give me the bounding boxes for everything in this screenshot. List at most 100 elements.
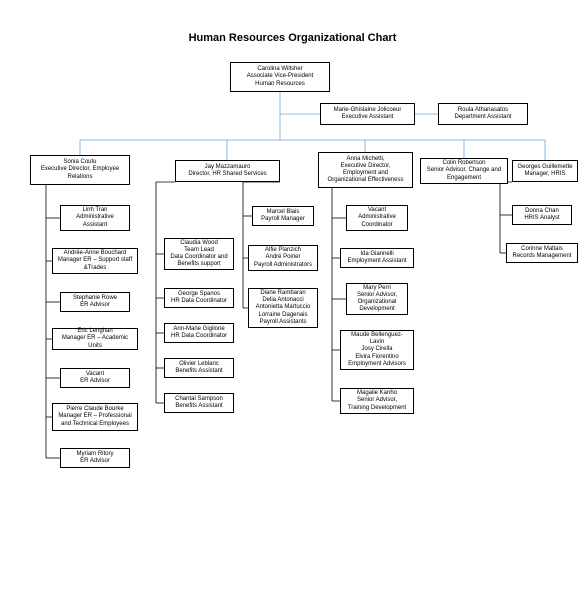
org-node-line: Manager ER – Professional xyxy=(58,413,131,420)
org-node-line: Benefits support xyxy=(177,261,220,268)
org-node-c5a: Donna ChanHRIS Analyst xyxy=(512,205,572,225)
org-node-c1f: Pierre Claude BourkeManager ER – Profess… xyxy=(52,403,138,431)
org-node-line: Associate Vice-President xyxy=(247,73,314,80)
org-node-c5b: Corinne MaltaisRecords Management xyxy=(506,243,578,263)
org-node-line: Director, HR Shared Services xyxy=(188,171,266,178)
org-node-line: Claudia Wood xyxy=(180,240,218,247)
org-node-c3d: Maude Bellenguez-LavinJosy CirellaElvira… xyxy=(340,330,414,370)
org-node-line: Data Coordinator and xyxy=(170,254,227,261)
org-node-line: Payroll Manager xyxy=(261,216,305,223)
org-node-line: Manager ER – Academic Units xyxy=(56,335,134,349)
org-node-line: Employment Assistant xyxy=(347,258,406,265)
org-node-c2b: George SpanosHR Data Coordinator xyxy=(164,288,234,308)
org-node-line: Executive Director, xyxy=(340,163,390,170)
org-node-line: Mary Perri xyxy=(363,285,391,292)
org-node-line: Team Lead xyxy=(184,247,214,254)
org-node-line: Coordinator xyxy=(361,222,392,229)
org-node-line: Andrée-Anne Bouchard xyxy=(64,250,127,257)
org-node-line: Josy Cirella xyxy=(361,346,392,353)
org-node-line: Eric Lenghan xyxy=(77,328,112,335)
org-node-line: Employment Advisors xyxy=(348,361,406,368)
org-node-line: ER Advisor xyxy=(80,302,110,309)
org-node-line: Diane Rambaran xyxy=(260,290,305,297)
org-node-root: Carolina WillsherAssociate Vice-Presiden… xyxy=(230,62,330,92)
org-node-line: Vacant xyxy=(368,207,386,214)
chart-title: Human Resources Organizational Chart xyxy=(0,32,585,44)
org-node-line: Administrative xyxy=(76,214,114,221)
org-node-line: Executive Assistant xyxy=(342,114,394,121)
org-node-c2d: Olivier LeblancBenefits Assistant xyxy=(164,358,234,378)
org-node-line: George Spanos xyxy=(178,291,220,298)
org-node-line: Linh Tran xyxy=(82,207,107,214)
org-node-c3b: Ida GiannelliEmployment Assistant xyxy=(340,248,414,268)
org-node-c2e: Chantal SampsonBenefits Assistant xyxy=(164,393,234,413)
org-node-line: Senior Advisor, xyxy=(357,292,397,299)
org-node-line: Alfie Planzich xyxy=(265,247,301,254)
org-node-line: Marie-Ghislaine Jolicoeur xyxy=(334,107,402,114)
org-node-line: Employment and xyxy=(343,170,388,177)
org-node-line: Georges Guillemette xyxy=(517,164,572,171)
org-node-line: Organizational Effectiveness xyxy=(328,177,404,184)
org-node-line: Lorraine Dagenais xyxy=(258,312,307,319)
org-node-line: Ida Giannelli xyxy=(360,251,393,258)
org-node-line: Maude Bellenguez- xyxy=(351,332,403,339)
org-node-line: HR Data Coordinator xyxy=(171,333,227,340)
org-node-line: Antonietta Martuccio xyxy=(256,304,311,311)
org-node-line: Sonia Coutu xyxy=(63,159,96,166)
org-node-line: HR Data Coordinator xyxy=(171,298,227,305)
org-node-line: Magalie Kanho xyxy=(357,390,397,397)
org-node-d3: Anna Michetti,Executive Director,Employm… xyxy=(318,152,413,188)
org-node-line: Anna Michetti, xyxy=(346,156,384,163)
org-node-line: Assistant xyxy=(83,222,107,229)
org-node-line: and Technical Employees xyxy=(61,421,129,428)
org-node-line: Lavin xyxy=(370,339,384,346)
org-node-line: Manager ER – Support staff xyxy=(58,257,132,264)
org-node-d4: Colin RobertsonSenior Advisor, Change an… xyxy=(420,158,508,184)
org-node-line: Administrative xyxy=(358,214,396,221)
org-node-line: Senior Advisor, xyxy=(357,397,397,404)
org-node-line: Corinne Maltais xyxy=(521,246,563,253)
org-node-line: Relations xyxy=(67,174,92,181)
org-node-c1a: Linh TranAdministrativeAssistant xyxy=(60,205,130,231)
org-node-line: Organizational xyxy=(358,299,397,306)
org-node-line: Pierre Claude Bourke xyxy=(66,406,123,413)
org-node-line: Payroll Administrators xyxy=(254,262,312,269)
org-node-c2g: Alfie PlanzichAndré PoirierPayroll Admin… xyxy=(248,245,318,271)
org-node-c1d: Eric LenghanManager ER – Academic Units xyxy=(52,328,138,350)
org-node-line: Senior Advisor, Change and xyxy=(427,167,501,174)
org-node-c2h: Diane RambaranDelia AntonacciAntonietta … xyxy=(248,288,318,328)
org-node-c2c: Ann-Marie GigiloneHR Data Coordinator xyxy=(164,323,234,343)
org-node-c1c: Stephanie RoweER Advisor xyxy=(60,292,130,312)
org-node-line: Payroll Assistants xyxy=(259,319,306,326)
org-node-d2: Jay MazzamauroDirector, HR Shared Servic… xyxy=(175,160,280,182)
org-node-line: Human Resources xyxy=(255,81,305,88)
org-node-line: Benefits Assistant xyxy=(175,403,222,410)
org-node-line: Vacant xyxy=(86,371,104,378)
org-node-d5: Georges GuillemetteManager, HRIS xyxy=(512,160,578,182)
org-node-line: Delia Antonacci xyxy=(262,297,303,304)
org-node-line: Stephanie Rowe xyxy=(73,295,117,302)
org-node-asst1: Marie-Ghislaine JolicoeurExecutive Assis… xyxy=(320,103,415,125)
org-node-c1e: VacantER Advisor xyxy=(60,368,130,388)
org-node-c3a: VacantAdministrativeCoordinator xyxy=(346,205,408,231)
org-node-c1g: Myriam RitoryER Advisor xyxy=(60,448,130,468)
org-node-c2a: Claudia WoodTeam LeadData Coordinator an… xyxy=(164,238,234,270)
org-node-line: Manager, HRIS xyxy=(524,171,565,178)
org-node-c3c: Mary PerriSenior Advisor,OrganizationalD… xyxy=(346,283,408,315)
org-node-line: Jay Mazzamauro xyxy=(205,164,251,171)
org-node-line: Carolina Willsher xyxy=(257,66,302,73)
org-node-line: Donna Chan xyxy=(525,208,559,215)
org-node-line: Development xyxy=(359,306,394,313)
org-node-line: Olivier Leblanc xyxy=(179,361,219,368)
org-node-line: Elvira Fiorentino xyxy=(355,354,398,361)
org-node-line: Engagement xyxy=(447,175,481,182)
org-node-c2f: Marcel BlaisPayroll Manager xyxy=(252,206,314,226)
org-node-line: Myriam Ritory xyxy=(77,451,114,458)
org-node-line: ER Advisor xyxy=(80,458,110,465)
org-node-line: Marcel Blais xyxy=(267,209,300,216)
org-node-line: Chantal Sampson xyxy=(175,396,223,403)
org-node-c1b: Andrée-Anne BouchardManager ER – Support… xyxy=(52,248,138,274)
org-node-line: Benefits Assistant xyxy=(175,368,222,375)
org-node-d1: Sonia CoutuExecutive Director, EmployeeR… xyxy=(30,155,130,185)
org-node-line: André Poirier xyxy=(265,254,300,261)
